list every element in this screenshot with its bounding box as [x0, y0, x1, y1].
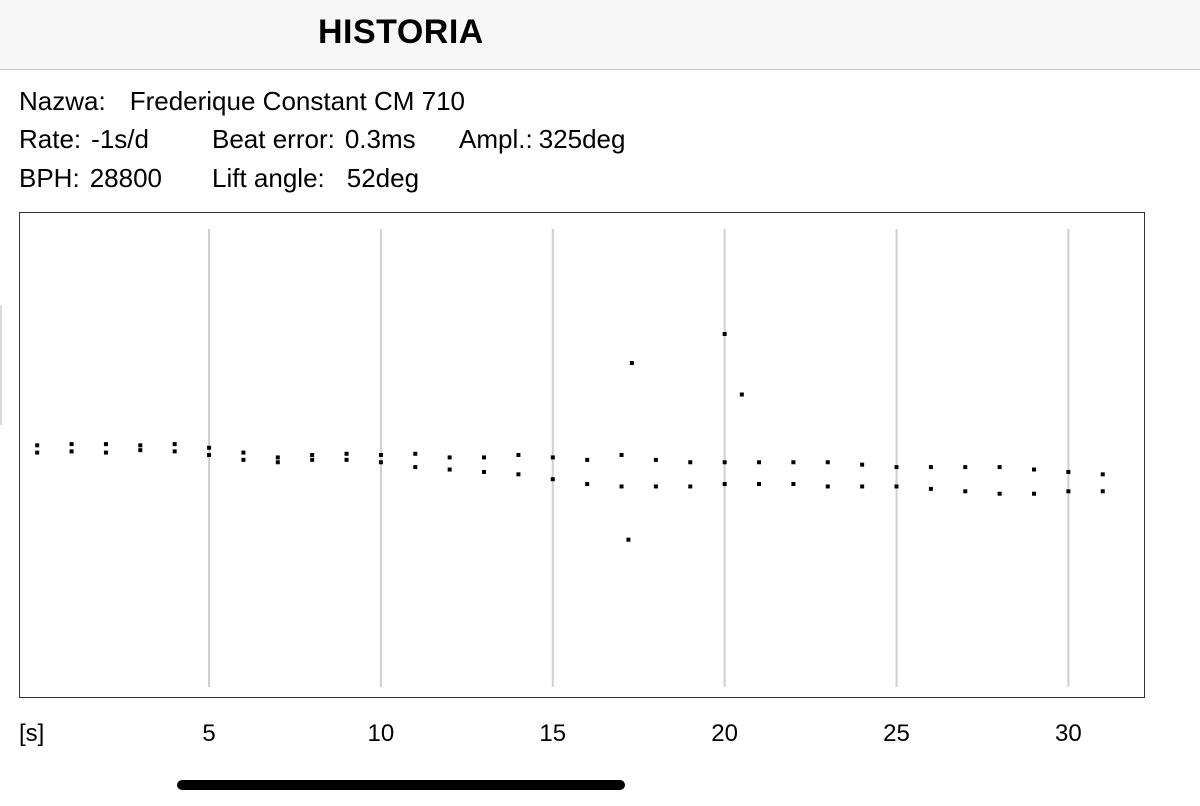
data-point — [825, 460, 830, 465]
data-point — [35, 450, 40, 455]
data-point — [1032, 467, 1037, 472]
data-point — [103, 442, 108, 447]
data-point — [722, 332, 727, 336]
data-point — [688, 460, 693, 465]
x-tick-label: 10 — [367, 720, 395, 747]
data-point — [550, 477, 555, 482]
data-point — [997, 491, 1002, 496]
data-point — [172, 442, 177, 447]
x-tick-label: 15 — [539, 720, 567, 747]
rate-row: Rate: -1s/d — [19, 124, 149, 154]
data-point — [344, 451, 349, 456]
data-point — [688, 484, 693, 489]
x-tick-label: 20 — [711, 720, 738, 747]
data-point — [860, 484, 865, 489]
data-point — [739, 392, 744, 397]
bph-row: BPH: 28800 — [19, 163, 162, 193]
data-point — [1100, 472, 1105, 477]
beat-error: Beat error: 0.3ms — [212, 124, 416, 154]
data-point — [757, 460, 762, 465]
header-bar: HISTORIA — [0, 0, 1200, 70]
data-point — [378, 460, 383, 465]
data-point — [413, 451, 418, 456]
data-point — [1066, 469, 1071, 474]
data-point — [241, 450, 246, 455]
lift-label: Lift angle: — [212, 163, 325, 193]
data-point — [963, 489, 968, 494]
data-point — [310, 453, 315, 457]
data-point — [791, 482, 796, 487]
page-title: HISTORIA — [318, 13, 484, 51]
data-point — [825, 484, 830, 489]
data-point — [928, 486, 933, 491]
bph-value: 28800 — [89, 163, 162, 193]
data-point — [550, 455, 555, 460]
data-point — [275, 455, 280, 460]
data-point — [516, 453, 521, 457]
x-tick-label: 5 — [202, 720, 216, 747]
data-point — [69, 449, 74, 454]
home-indicator — [177, 780, 625, 790]
data-point — [653, 484, 658, 489]
data-point — [482, 455, 487, 460]
data-point — [860, 462, 865, 467]
data-point — [894, 465, 899, 470]
lift-angle: Lift angle: 52deg — [212, 163, 419, 193]
x-axis-unit-label: [s] — [19, 720, 45, 747]
x-tick-label: 25 — [883, 720, 910, 747]
data-point — [241, 457, 246, 462]
data-point — [722, 460, 727, 465]
ampl-value: 325deg — [538, 124, 626, 154]
data-point — [619, 484, 624, 489]
rate-value: -1s/d — [91, 124, 149, 154]
data-point — [207, 453, 212, 457]
x-tick-label: 30 — [1055, 720, 1082, 747]
data-point — [207, 445, 212, 450]
data-point — [619, 453, 624, 457]
data-point — [722, 482, 727, 487]
data-point — [310, 457, 315, 462]
data-point — [447, 455, 452, 460]
bph-label: BPH: — [19, 163, 80, 193]
data-point — [791, 460, 796, 465]
data-point — [378, 453, 383, 457]
data-point — [138, 448, 143, 453]
data-point — [447, 467, 452, 472]
data-point — [35, 443, 40, 448]
data-point — [626, 537, 631, 542]
data-point — [482, 469, 487, 474]
data-point — [963, 465, 968, 470]
data-point — [413, 465, 418, 470]
data-point — [138, 443, 143, 448]
name-row: Nazwa: Frederique Constant CM 710 — [19, 86, 465, 116]
name-value: Frederique Constant CM 710 — [129, 86, 465, 116]
data-point — [103, 450, 108, 455]
ampl-label: Ampl.: — [459, 124, 533, 154]
data-point — [1032, 491, 1037, 496]
beat-label: Beat error: — [212, 124, 335, 154]
name-label: Nazwa: — [19, 86, 106, 116]
lift-value: 52deg — [346, 163, 420, 193]
data-point — [275, 460, 280, 465]
data-point — [1100, 489, 1105, 494]
data-point — [629, 361, 634, 366]
data-point — [997, 465, 1002, 470]
data-point — [585, 457, 590, 462]
data-point — [172, 449, 177, 454]
data-point — [1066, 489, 1071, 494]
data-point — [69, 442, 74, 447]
data-point — [894, 484, 899, 489]
beat-value: 0.3ms — [344, 124, 416, 154]
data-point — [928, 465, 933, 470]
amplitude: Ampl.: 325deg — [459, 124, 625, 154]
data-point — [585, 482, 590, 487]
data-point — [653, 457, 658, 462]
rate-label: Rate: — [19, 124, 82, 154]
edge-marker — [0, 305, 2, 425]
data-point — [344, 457, 349, 462]
chart-canvas — [35, 229, 1105, 687]
data-point — [757, 482, 762, 487]
history-chart — [19, 212, 1145, 698]
data-point — [516, 472, 521, 477]
